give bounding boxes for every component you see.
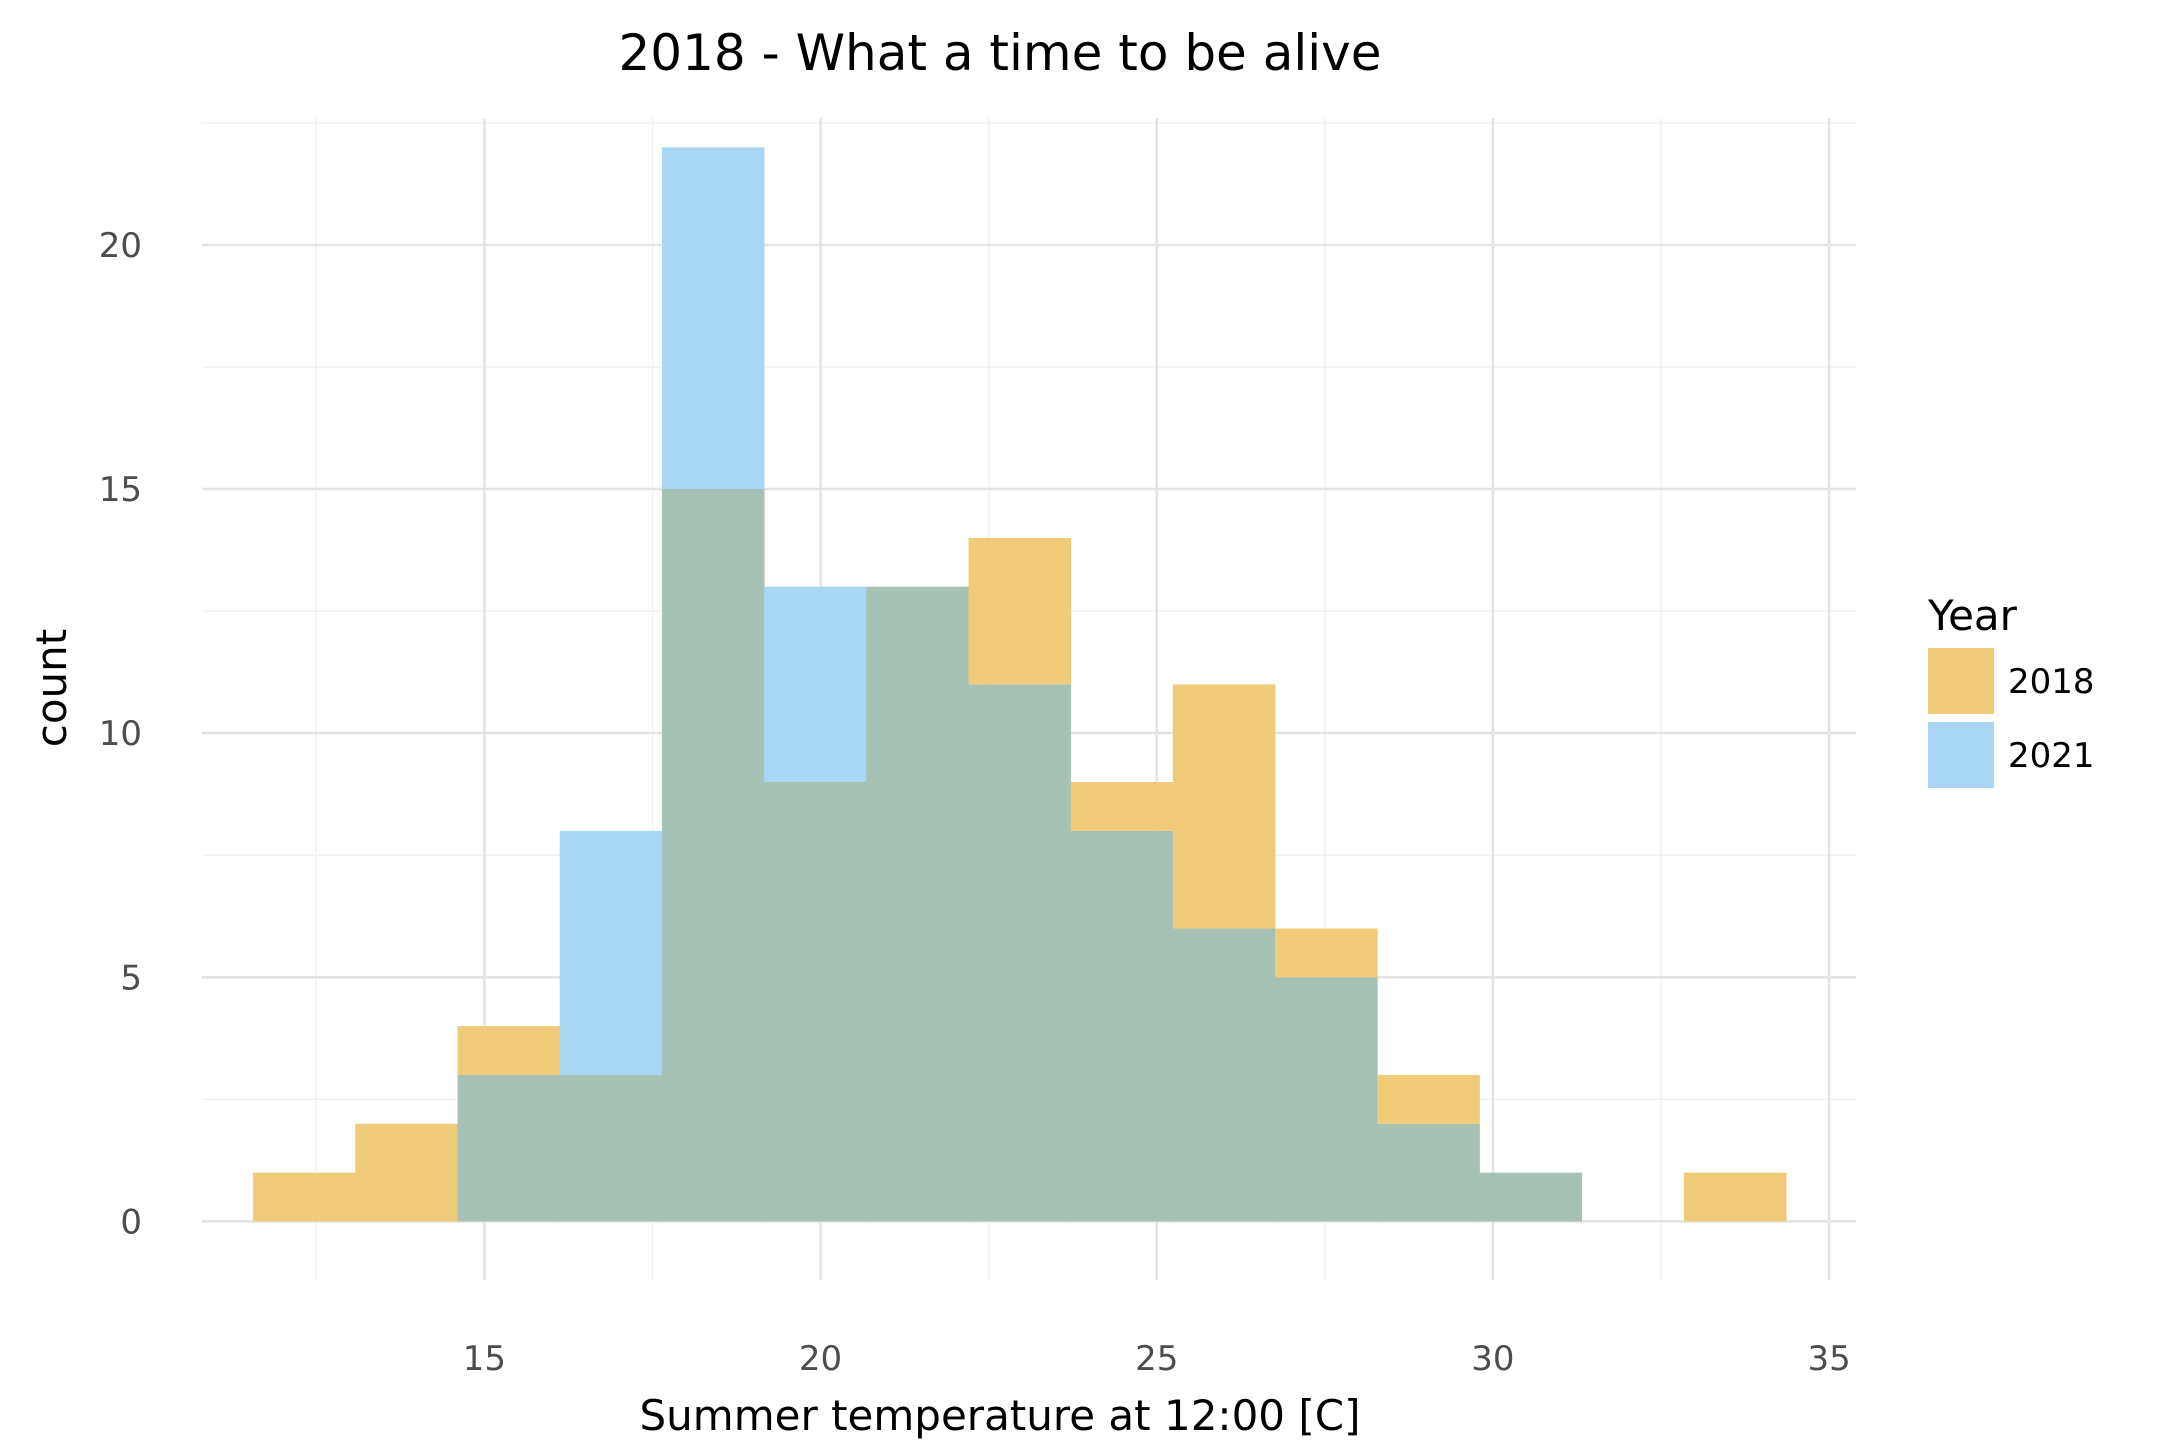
bar-overlap-12 <box>1479 1172 1583 1222</box>
bar-overlap-4 <box>661 489 765 1222</box>
legend-label-2018: 2018 <box>2008 662 2095 702</box>
bar-2021-3 <box>559 830 663 1075</box>
y-tick-labels: 0 5 10 15 20 <box>99 226 142 1242</box>
x-tick-label-3: 30 <box>1471 1339 1514 1379</box>
y-tick-label-0: 0 <box>120 1202 142 1242</box>
bar-2018-14 <box>1683 1172 1787 1222</box>
x-tick-label-4: 35 <box>1807 1339 1850 1379</box>
bar-overlap-3 <box>559 1074 663 1222</box>
legend-swatch-2021 <box>1928 722 1994 788</box>
bar-overlap-8 <box>1070 830 1174 1222</box>
x-tick-label-1: 20 <box>799 1339 842 1379</box>
chart-title: 2018 - What a time to be alive <box>619 24 1382 82</box>
legend-label-2021: 2021 <box>2008 736 2095 776</box>
bar-overlap-9 <box>1172 928 1276 1222</box>
y-tick-label-1: 5 <box>120 958 142 998</box>
legend-title: Year <box>1927 591 2018 640</box>
x-tick-labels: 15 20 25 30 35 <box>463 1339 1851 1379</box>
legend: Year 2018 2021 <box>1927 591 2095 788</box>
histogram-bars <box>253 147 1787 1222</box>
x-tick-label-0: 15 <box>463 1339 506 1379</box>
y-tick-label-3: 15 <box>99 470 142 510</box>
bar-2018-2 <box>457 1026 561 1075</box>
bar-overlap-10 <box>1275 977 1378 1222</box>
bar-2021-5 <box>764 586 867 782</box>
bar-overlap-6 <box>866 586 969 1222</box>
bar-overlap-11 <box>1377 1123 1480 1222</box>
bar-overlap-7 <box>968 684 1072 1222</box>
y-tick-label-4: 20 <box>99 226 142 266</box>
x-axis-title: Summer temperature at 12:00 [C] <box>640 1391 1361 1440</box>
bar-2018-8 <box>1070 782 1174 831</box>
bar-overlap-5 <box>764 782 867 1222</box>
bar-2018-0 <box>253 1172 356 1222</box>
y-axis-title: count <box>27 629 76 748</box>
bar-2018-7 <box>968 537 1072 685</box>
legend-swatch-2018 <box>1928 648 1994 714</box>
y-tick-label-2: 10 <box>99 714 142 754</box>
bar-2018-1 <box>355 1123 458 1222</box>
bar-overlap-2 <box>457 1074 561 1222</box>
bar-2018-10 <box>1275 928 1378 978</box>
bar-2018-9 <box>1172 684 1276 929</box>
bar-2018-11 <box>1377 1074 1480 1124</box>
bar-2021-4 <box>661 147 765 490</box>
x-tick-label-2: 25 <box>1135 1339 1178 1379</box>
